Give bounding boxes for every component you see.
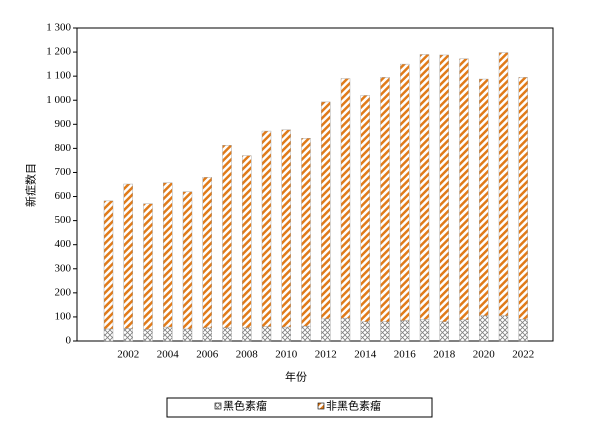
x-tick-label: 2018 [433, 349, 456, 361]
legend-label: 黑色素瘤 [223, 399, 267, 413]
legend-swatch [214, 402, 222, 410]
x-tick-label: 2004 [157, 349, 180, 361]
bar-segment [123, 328, 133, 342]
x-tick-label: 2002 [117, 349, 139, 361]
bar-segment [479, 315, 489, 342]
bar-segment [400, 320, 410, 342]
bar-segment [143, 329, 153, 342]
bar-segment [518, 77, 528, 320]
legend-box [166, 397, 433, 418]
x-tick-label: 2010 [275, 349, 298, 361]
y-tick-label: 300 [55, 262, 72, 274]
bar-segment [202, 327, 212, 342]
bar-segment [380, 77, 390, 322]
bar-segment [439, 321, 449, 342]
bar-segment [222, 327, 232, 342]
bar-segment [518, 319, 528, 342]
y-tick-label: 1 200 [46, 46, 71, 58]
y-tick-label: 1 300 [46, 22, 71, 34]
bar-segment [242, 155, 252, 328]
bar-segment [419, 54, 430, 320]
bar-segment [242, 327, 252, 342]
bar-segment [439, 54, 449, 322]
plot-frame [76, 27, 554, 342]
y-tick-label: 0 [66, 335, 72, 347]
bar-segment [163, 182, 173, 328]
bar-segment [182, 328, 193, 342]
y-tick-label: 600 [55, 190, 72, 202]
bar-segment [360, 321, 370, 342]
y-axis-label: 新症数目 [24, 163, 38, 207]
bar-segment [261, 130, 272, 327]
bar-segment [459, 58, 469, 321]
bar-segment [281, 129, 291, 328]
x-tick-label: 2012 [315, 349, 337, 361]
bar-segment [301, 325, 311, 342]
bar-segment [321, 318, 331, 342]
legend-label: 非黑色素瘤 [326, 399, 381, 413]
bar-segment [419, 319, 430, 342]
bar-segment [479, 78, 489, 316]
x-tick-label: 2022 [512, 349, 534, 361]
bar-segment [261, 326, 272, 342]
y-tick-label: 1 100 [46, 70, 71, 82]
bar-segment [498, 52, 509, 316]
bar-segment [400, 63, 410, 321]
bar-segment [321, 101, 331, 320]
bar-segment [340, 317, 351, 342]
bar-segment [202, 177, 212, 328]
y-tick-label: 1 000 [46, 94, 71, 106]
x-tick-label: 2006 [196, 349, 219, 361]
bar-segment [143, 203, 153, 330]
bar-segment [340, 78, 351, 319]
bar-segment [459, 319, 469, 342]
x-tick-label: 2014 [354, 349, 377, 361]
bar-segment [163, 326, 173, 342]
y-tick-label: 700 [55, 166, 72, 178]
x-tick-label: 2008 [236, 349, 259, 361]
bar-segment [222, 145, 232, 328]
x-tick-label: 2016 [394, 349, 417, 361]
y-tick-label: 200 [55, 286, 72, 298]
legend-swatch [317, 402, 325, 410]
x-axis-label: 年份 [285, 370, 307, 384]
y-tick-label: 100 [55, 310, 72, 322]
bar-segment [103, 328, 114, 342]
bar-segment [301, 138, 311, 327]
bar-segment [123, 183, 133, 329]
bar-segment [498, 315, 509, 342]
bar-segment [380, 321, 390, 342]
bar-segment [103, 200, 114, 330]
bar-segment [281, 326, 291, 342]
x-tick-label: 2020 [473, 349, 496, 361]
y-tick-label: 800 [55, 142, 72, 154]
y-tick-label: 400 [55, 238, 72, 250]
bar-segment [360, 95, 370, 322]
y-tick-label: 900 [55, 118, 72, 130]
bar-segment [182, 191, 193, 330]
y-tick-label: 500 [55, 214, 72, 226]
